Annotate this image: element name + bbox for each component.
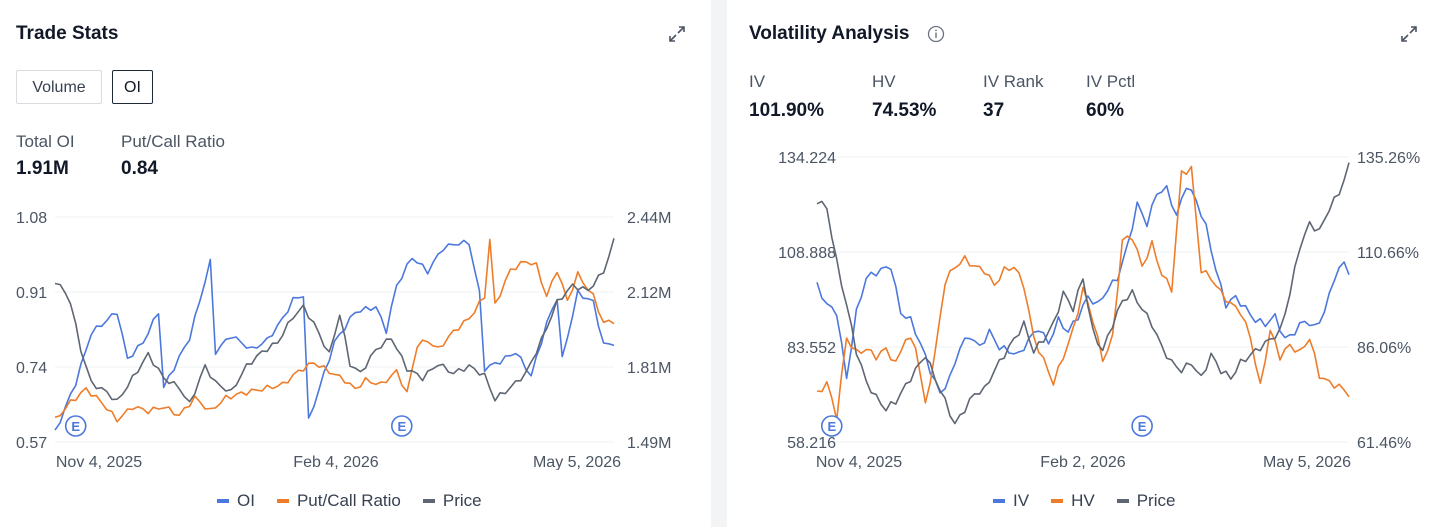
- left-axis-tick-label: 0.74: [16, 360, 47, 377]
- left-axis-tick-label: 1.08: [16, 210, 47, 227]
- earnings-marker-label: E: [71, 419, 80, 434]
- hv-label: HV: [872, 72, 896, 91]
- hv-value: 74.53%: [872, 100, 937, 121]
- left-axis-tick-label: 134.224: [778, 150, 836, 167]
- x-axis-tick-label: Feb 4, 2026: [293, 454, 379, 470]
- put-call-ratio-label: Put/Call Ratio: [121, 132, 225, 151]
- earnings-marker: [820, 415, 843, 437]
- trade-stats-chart: 1.08 2.44M 0.91 2.12M 0.74 1.81M 0.57 1.49M E E No…: [16, 210, 671, 470]
- info-icon[interactable]: [927, 25, 945, 43]
- trade-stats-legend: OI Put/Call Ratio Price: [217, 491, 504, 511]
- x-axis-tick-label: Nov 4, 2025: [816, 454, 902, 470]
- x-axis-tick-label: Feb 2, 2026: [1040, 454, 1126, 470]
- right-axis-tick-label: 2.12M: [627, 285, 671, 302]
- x-axis-tick-label: May 5, 2026: [1263, 454, 1351, 470]
- expand-icon[interactable]: [667, 24, 687, 44]
- legend-item-put-call-ratio[interactable]: Put/Call Ratio: [276, 491, 401, 511]
- left-axis-tick-label: 58.216: [787, 435, 836, 452]
- left-axis-tick-label: 108.888: [778, 245, 836, 262]
- right-axis-tick-label: 110.66%: [1357, 245, 1419, 262]
- oi-button[interactable]: OI: [112, 70, 153, 104]
- volatility-legend: IV HV Price: [993, 491, 1197, 511]
- iv-rank-value: 37: [983, 100, 1005, 121]
- expand-icon[interactable]: [1399, 24, 1419, 44]
- put-call-ratio-value: 0.84: [121, 158, 158, 179]
- earnings-marker: [390, 415, 413, 437]
- series-line-price: [54, 238, 615, 403]
- left-axis-tick-label: 0.57: [16, 435, 47, 452]
- iv-pctl-label: IV Pctl: [1086, 72, 1136, 91]
- earnings-marker-label: E: [397, 419, 406, 434]
- trade-stats-panel: Trade Stats Volume OI Total OI 1.91M Put…: [0, 0, 711, 527]
- total-oi-value: 1.91M: [16, 158, 69, 179]
- volatility-analysis-title: Volatility Analysis: [749, 23, 910, 44]
- series-line-hv: [816, 165, 1350, 421]
- right-axis-tick-label: 2.44M: [627, 210, 671, 227]
- legend-item-price[interactable]: Price: [1116, 491, 1175, 511]
- earnings-marker: [1131, 415, 1153, 437]
- earnings-marker: [64, 415, 87, 437]
- volume-button[interactable]: Volume: [16, 70, 102, 104]
- series-line-oi: [54, 239, 615, 431]
- right-axis-tick-label: 135.26%: [1357, 150, 1420, 167]
- x-axis-tick-label: May 5, 2026: [533, 454, 621, 470]
- series-line-price: [816, 162, 1350, 425]
- total-oi-label: Total OI: [16, 132, 75, 151]
- right-axis-tick-label: 1.81M: [627, 360, 671, 377]
- earnings-marker-label: E: [827, 419, 836, 434]
- right-axis-tick-label: 1.49M: [627, 435, 671, 452]
- legend-item-price[interactable]: Price: [422, 491, 482, 511]
- series-line-put-call-ratio: [54, 238, 615, 423]
- volatility-analysis-panel: Volatility Analysis IV 101.90% HV 74.53%…: [727, 0, 1439, 527]
- legend-item-hv[interactable]: HV: [1051, 491, 1095, 511]
- legend-item-iv[interactable]: IV: [993, 491, 1029, 511]
- iv-value: 101.90%: [749, 100, 825, 121]
- iv-pctl-value: 60%: [1086, 100, 1125, 121]
- left-axis-tick-label: 83.552: [787, 340, 836, 357]
- legend-item-oi[interactable]: OI: [217, 491, 255, 511]
- iv-label: IV: [749, 72, 766, 91]
- right-axis-tick-label: 61.46%: [1357, 435, 1411, 452]
- x-axis-tick-label: Nov 4, 2025: [56, 454, 142, 470]
- series-line-iv: [816, 184, 1350, 394]
- trade-stats-title: Trade Stats: [16, 23, 119, 44]
- volatility-analysis-chart: 134.224 135.26% 108.888 110.66% 83.552 86.06%…: [778, 150, 1420, 470]
- earnings-marker-label: E: [1138, 419, 1147, 434]
- right-axis-tick-label: 86.06%: [1357, 340, 1411, 357]
- left-axis-tick-label: 0.91: [16, 285, 47, 302]
- iv-rank-label: IV Rank: [983, 72, 1044, 91]
